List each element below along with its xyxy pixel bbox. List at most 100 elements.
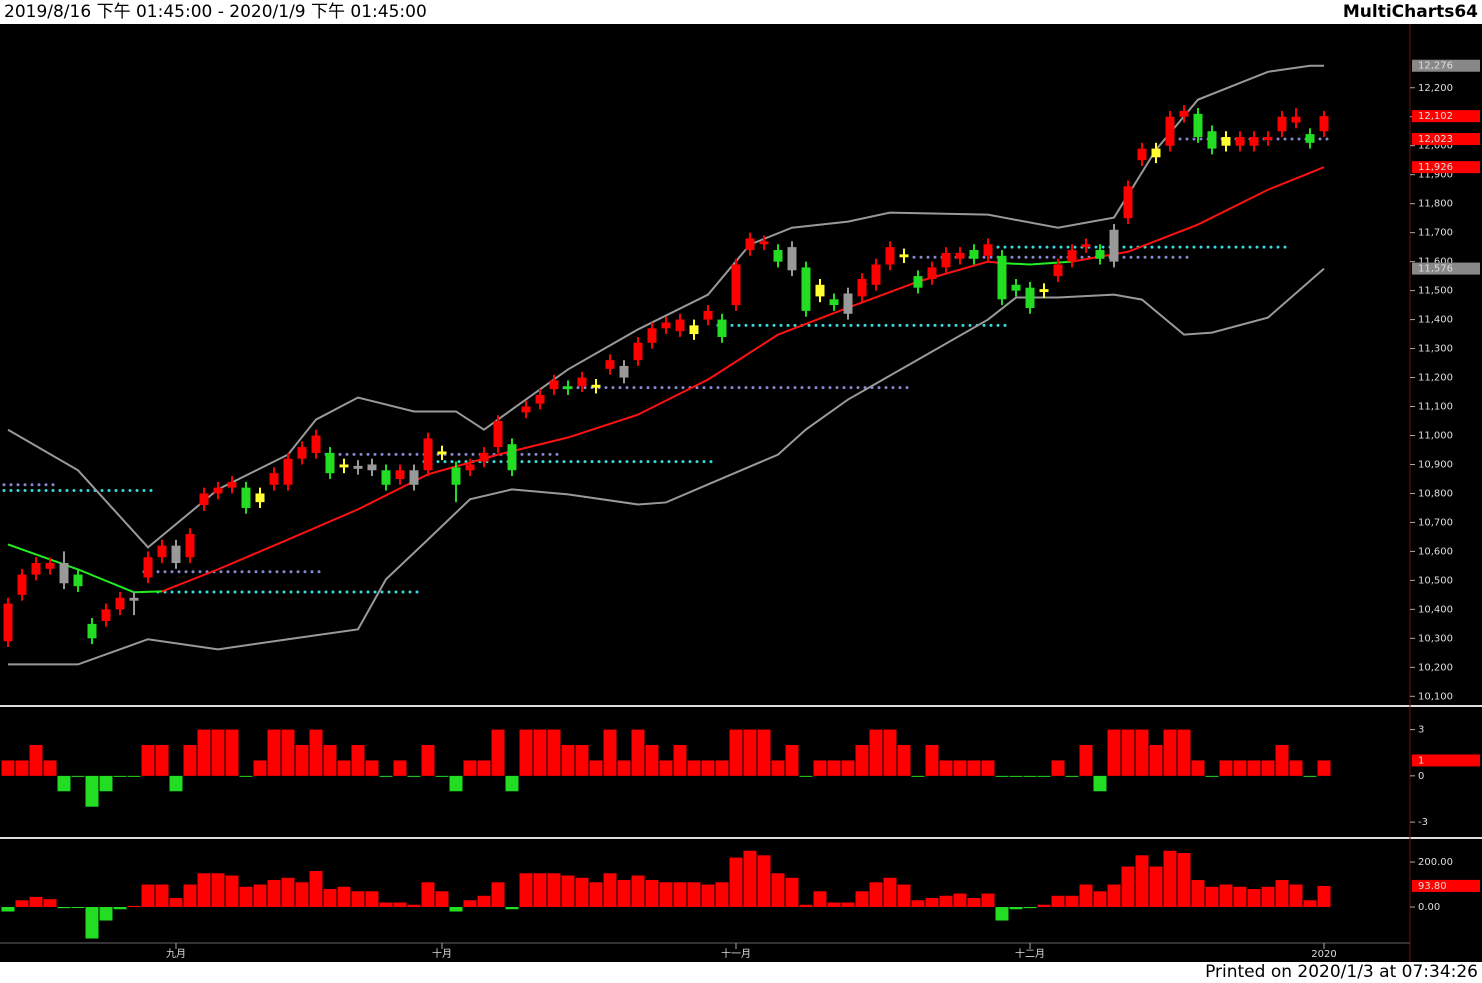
candle-body xyxy=(927,267,937,280)
histogram-bar xyxy=(309,871,323,908)
header-bar xyxy=(0,0,1482,24)
histogram-bar xyxy=(1289,760,1303,776)
candle-body xyxy=(325,452,335,474)
candle-body xyxy=(633,342,643,361)
histogram-bar xyxy=(365,760,379,776)
histogram-bar xyxy=(1247,889,1261,908)
candle-body xyxy=(3,603,13,642)
candle-body xyxy=(787,247,797,271)
candle-body xyxy=(241,487,251,508)
candle-body xyxy=(815,284,825,297)
histogram-bar xyxy=(295,745,309,776)
value-badge-label: 12,023 xyxy=(1418,134,1453,145)
histogram-bar xyxy=(337,886,351,908)
histogram-bar xyxy=(757,729,771,776)
footer-bar xyxy=(0,962,1482,983)
histogram-bar xyxy=(813,891,827,908)
candle-body xyxy=(983,244,993,256)
histogram-bar xyxy=(925,898,939,908)
candle-body xyxy=(59,563,69,584)
histogram-bar xyxy=(421,745,435,776)
histogram-bar xyxy=(1065,895,1079,908)
x-tick-label: 十月 xyxy=(432,947,452,960)
candle-body xyxy=(129,597,139,601)
y-tick-label: 10,200 xyxy=(1418,662,1453,673)
histogram-bar xyxy=(813,760,827,776)
candle-body xyxy=(507,444,517,471)
candle-body xyxy=(143,557,153,578)
histogram-bar xyxy=(1,760,15,776)
candle-body xyxy=(843,293,853,314)
value-badge-label: 12,102 xyxy=(1418,111,1453,122)
candle-body xyxy=(1249,137,1259,146)
histogram-bar xyxy=(197,873,211,908)
histogram-bar xyxy=(869,882,883,908)
x-tick-label: 十二月 xyxy=(1015,947,1045,960)
candle-body xyxy=(535,394,545,404)
histogram-bar xyxy=(71,907,85,909)
histogram-bar xyxy=(155,745,169,776)
indicator-line xyxy=(8,267,1325,666)
histogram-bar xyxy=(1205,775,1219,777)
candle-body xyxy=(647,328,657,343)
histogram-bar xyxy=(71,775,85,777)
y-tick-label: 11,500 xyxy=(1418,286,1453,297)
histogram-bar xyxy=(1191,760,1205,776)
histogram-bar xyxy=(575,745,589,776)
histogram-bar xyxy=(1107,729,1121,776)
histogram-bar xyxy=(155,884,169,908)
candle-body xyxy=(409,470,419,485)
value-badge-label: 11,926 xyxy=(1418,162,1453,173)
histogram-bar xyxy=(827,760,841,776)
candle-body xyxy=(563,386,573,390)
histogram-bar xyxy=(57,775,71,792)
histogram-bar xyxy=(393,902,407,908)
candle-body xyxy=(115,597,125,610)
candle-body xyxy=(227,481,237,488)
histogram-bar xyxy=(491,729,505,776)
histogram-bar xyxy=(995,775,1009,777)
candle-body xyxy=(395,470,405,479)
histogram-bar xyxy=(953,760,967,776)
histogram-bar xyxy=(757,855,771,908)
candle-body xyxy=(465,464,475,471)
candle-body xyxy=(871,264,881,285)
histogram-bar xyxy=(1023,775,1037,777)
histogram-bar xyxy=(1037,775,1051,777)
candle-body xyxy=(479,452,489,462)
histogram-bar xyxy=(715,760,729,776)
candle-body xyxy=(1221,137,1231,146)
histogram-bar xyxy=(785,745,799,776)
histogram-bar xyxy=(729,729,743,776)
candle-body xyxy=(1095,250,1105,259)
histogram-bar xyxy=(449,907,463,912)
histogram-bar xyxy=(85,775,99,807)
histogram-bar xyxy=(295,882,309,908)
histogram-bar xyxy=(771,760,785,776)
candle-body xyxy=(703,310,713,320)
histogram-bar xyxy=(1121,729,1135,776)
histogram-bar xyxy=(855,891,869,908)
histogram-bar xyxy=(869,729,883,776)
histogram-bar xyxy=(449,775,463,792)
histogram-bar xyxy=(463,900,477,908)
histogram-bar xyxy=(1219,760,1233,776)
candle-body xyxy=(157,545,167,558)
histogram-bar xyxy=(281,729,295,776)
histogram-bar xyxy=(169,898,183,908)
histogram-bar xyxy=(435,775,449,777)
histogram-bar xyxy=(701,760,715,776)
y-tick-label: 10,100 xyxy=(1418,691,1453,702)
candle-body xyxy=(423,438,433,471)
histogram-bar xyxy=(1,907,15,912)
x-tick-label: 十一月 xyxy=(721,947,751,960)
candle-body xyxy=(185,534,195,558)
candle-body xyxy=(619,365,629,378)
histogram-bar xyxy=(533,873,547,908)
candle-body xyxy=(1025,287,1035,308)
histogram-bar xyxy=(421,882,435,908)
value-badge-label: 12,276 xyxy=(1418,61,1453,72)
histogram-bar xyxy=(1163,850,1177,908)
candle-body xyxy=(199,493,209,506)
histogram-bar xyxy=(379,902,393,908)
